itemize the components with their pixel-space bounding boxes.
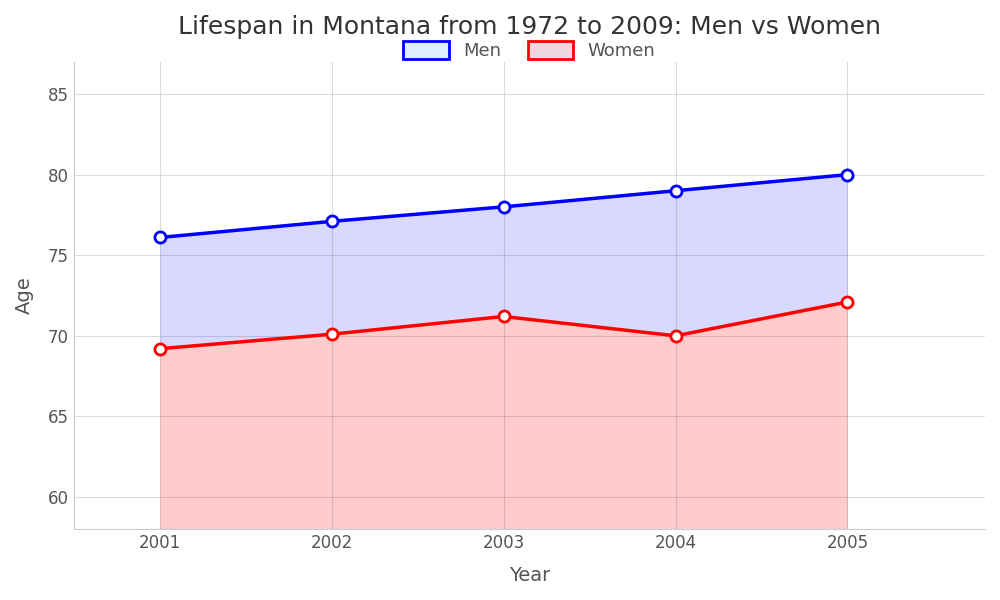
Title: Lifespan in Montana from 1972 to 2009: Men vs Women: Lifespan in Montana from 1972 to 2009: M… xyxy=(178,15,881,39)
X-axis label: Year: Year xyxy=(509,566,550,585)
Y-axis label: Age: Age xyxy=(15,277,34,314)
Legend: Men, Women: Men, Women xyxy=(396,34,663,67)
